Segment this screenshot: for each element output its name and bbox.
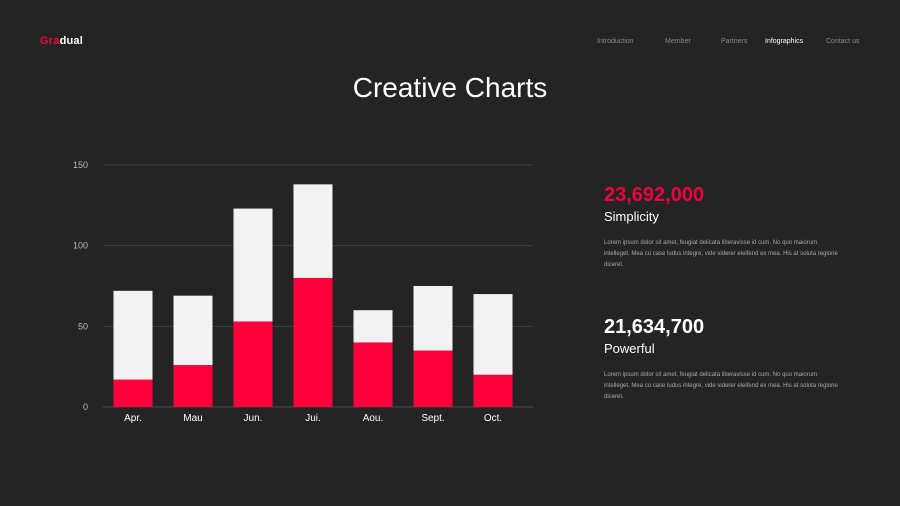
stat-value: 23,692,000	[604, 184, 705, 206]
page-title: Creative Charts	[352, 72, 548, 103]
bar-segment-lower	[413, 350, 453, 407]
stat-label: Powerful	[604, 341, 655, 356]
stat-block-powerful: 21,634,700 Powerful Lorem ipsum dolor si…	[604, 316, 854, 403]
stat-value: 21,634,700	[604, 316, 705, 338]
nav-item-member[interactable]: Member	[665, 38, 691, 45]
bar-segment-upper	[353, 310, 393, 343]
stat-description: Lorem ipsum dolor sit amet, feugiat deli…	[604, 372, 838, 400]
nav-item-introduction[interactable]: Introduction	[597, 38, 634, 45]
x-tick-label: Sept.	[421, 413, 444, 424]
nav-item-partners[interactable]: Partners	[721, 38, 748, 45]
stat-description: Lorem ipsum dolor sit amet, feugiat deli…	[604, 240, 838, 268]
logo-rest-text: dual	[59, 35, 83, 47]
bar-segment-lower	[293, 277, 333, 407]
y-tick-label: 150	[73, 160, 88, 170]
bar-segment-lower	[113, 379, 153, 407]
brand-logo[interactable]: Gradual	[40, 35, 83, 47]
bar-segment-upper	[413, 286, 453, 351]
x-tick-label: Oct.	[484, 413, 502, 424]
y-tick-label: 50	[78, 321, 88, 331]
nav-item-contact-us[interactable]: Contact us	[826, 38, 860, 45]
x-tick-label: Apr.	[124, 413, 142, 424]
logo-accent-text: Gra	[40, 35, 60, 47]
x-tick-label: Aou.	[363, 413, 384, 424]
bar-segment-upper	[173, 295, 213, 366]
x-tick-label: Mau	[183, 413, 202, 424]
bar-segment-upper	[113, 290, 153, 380]
bar-segment-upper	[473, 294, 513, 375]
top-nav: Introduction Member Partners Infographic…	[0, 38, 900, 50]
y-tick-label: 100	[73, 241, 88, 251]
bar-segment-lower	[173, 365, 213, 407]
bar-segment-lower	[233, 321, 273, 407]
stat-block-simplicity: 23,692,000 Simplicity Lorem ipsum dolor …	[604, 184, 854, 271]
bar-segment-lower	[353, 342, 393, 407]
stat-label: Simplicity	[604, 209, 659, 224]
bar-segment-upper	[293, 184, 333, 278]
y-tick-label: 0	[83, 402, 88, 412]
x-tick-label: Jun.	[244, 413, 263, 424]
bar-segment-lower	[473, 374, 513, 407]
nav-item-infographics[interactable]: Infographics	[765, 38, 804, 45]
bar-segment-upper	[233, 208, 273, 322]
x-tick-label: Jui.	[305, 413, 321, 424]
